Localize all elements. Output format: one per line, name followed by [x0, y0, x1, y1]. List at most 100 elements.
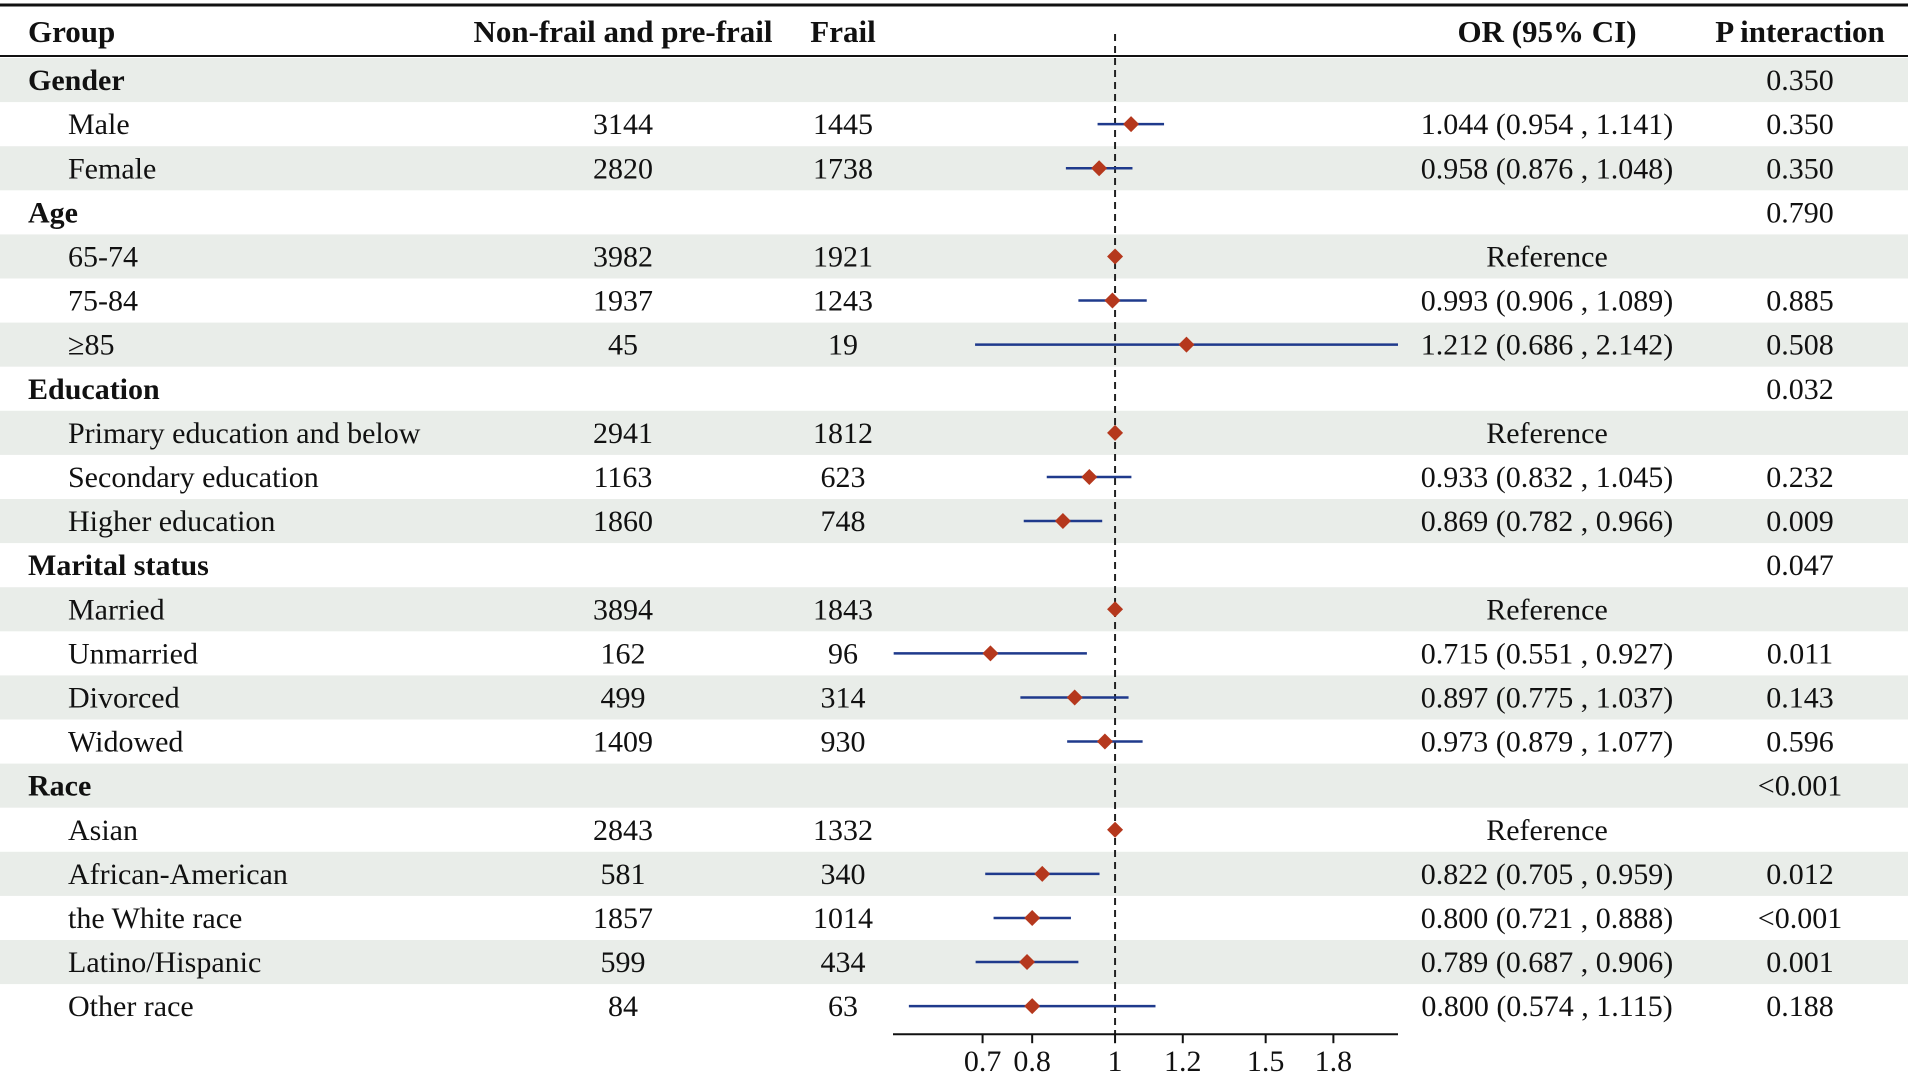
nonfrail-count: 499 — [601, 681, 646, 714]
or-ci-text: 0.958 (0.876 , 1.048) — [1421, 152, 1673, 185]
p-interaction-value: 0.350 — [1766, 108, 1834, 141]
p-interaction-value: 0.885 — [1766, 285, 1834, 318]
or-point — [982, 645, 999, 662]
header-frail: Frail — [810, 14, 876, 49]
x-tick-label: 1.2 — [1164, 1045, 1202, 1078]
frail-count: 96 — [828, 637, 858, 670]
p-interaction-value: 0.047 — [1766, 549, 1834, 582]
p-interaction-value: 0.032 — [1766, 373, 1834, 406]
p-interaction-value: 0.001 — [1766, 946, 1834, 979]
row-band — [0, 410, 1908, 455]
group-label: Marital status — [28, 549, 209, 582]
or-point — [1107, 601, 1124, 618]
p-interaction-value: 0.508 — [1766, 329, 1834, 362]
p-interaction-value: <0.001 — [1758, 902, 1842, 935]
or-ci-text: 0.993 (0.906 , 1.089) — [1421, 285, 1673, 318]
or-ci-text: 0.822 (0.705 , 0.959) — [1421, 858, 1673, 891]
p-interaction-value: 0.012 — [1766, 858, 1834, 891]
subgroup-label: Female — [68, 152, 156, 185]
subgroup-label: Male — [68, 108, 130, 141]
group-label: Education — [28, 373, 160, 406]
subgroup-label: Higher education — [68, 505, 275, 538]
frail-count: 1243 — [813, 285, 873, 318]
subgroup-label: ≥85 — [68, 329, 114, 362]
or-ci-text: 0.897 (0.775 , 1.037) — [1421, 681, 1673, 714]
x-tick-label: 1.8 — [1315, 1045, 1353, 1078]
or-point — [1024, 998, 1041, 1015]
or-ci-text: 0.789 (0.687 , 0.906) — [1421, 946, 1673, 979]
subgroup-label: Latino/Hispanic — [68, 946, 261, 979]
header-or: OR (95% CI) — [1457, 14, 1636, 49]
header-nonfrail: Non-frail and pre-frail — [473, 14, 772, 49]
or-ci-text: 0.869 (0.782 , 0.966) — [1421, 505, 1673, 538]
or-ci-text: 1.044 (0.954 , 1.141) — [1421, 108, 1673, 141]
frail-count: 748 — [821, 505, 866, 538]
nonfrail-count: 1163 — [594, 461, 653, 494]
or-point — [1024, 909, 1041, 926]
or-point — [1107, 821, 1124, 838]
frail-count: 1843 — [813, 593, 873, 626]
x-tick-label: 1.5 — [1247, 1045, 1285, 1078]
subgroup-label: Widowed — [68, 726, 183, 759]
p-interaction-value: 0.009 — [1766, 505, 1834, 538]
or-ci-text: Reference — [1486, 240, 1608, 273]
frail-count: 930 — [821, 726, 866, 759]
row-band — [0, 851, 1908, 896]
x-tick-label: 0.8 — [1013, 1045, 1051, 1078]
nonfrail-count: 2820 — [593, 152, 653, 185]
subgroup-label: Married — [68, 593, 165, 626]
row-band — [0, 58, 1908, 103]
row-band — [0, 146, 1908, 191]
frail-count: 623 — [821, 461, 866, 494]
nonfrail-count: 1857 — [593, 902, 653, 935]
or-point — [1123, 116, 1140, 133]
nonfrail-count: 84 — [608, 990, 638, 1023]
nonfrail-count: 1937 — [593, 285, 653, 318]
frail-count: 63 — [828, 990, 858, 1023]
or-point — [1107, 248, 1124, 265]
or-ci-text: 0.800 (0.721 , 0.888) — [1421, 902, 1673, 935]
or-ci-text: 0.933 (0.832 , 1.045) — [1421, 461, 1673, 494]
p-interaction-value: 0.232 — [1766, 461, 1834, 494]
frail-count: 1014 — [813, 902, 873, 935]
frail-count: 314 — [821, 681, 866, 714]
or-ci-text: Reference — [1486, 417, 1608, 450]
row-band — [0, 234, 1908, 279]
frail-count: 340 — [821, 858, 866, 891]
nonfrail-count: 3982 — [593, 240, 653, 273]
or-point — [1066, 689, 1083, 706]
frail-count: 1921 — [813, 240, 873, 273]
subgroup-label: Asian — [68, 814, 138, 847]
or-point — [1096, 733, 1113, 750]
subgroup-label: 65-74 — [68, 240, 138, 273]
header-p-interaction: P interaction — [1715, 14, 1885, 49]
or-point — [1107, 424, 1124, 441]
p-interaction-value: 0.011 — [1767, 637, 1833, 670]
nonfrail-count: 45 — [608, 329, 638, 362]
p-interaction-value: 0.350 — [1766, 64, 1834, 97]
subgroup-label: Other race — [68, 990, 194, 1023]
or-point — [1091, 160, 1108, 177]
nonfrail-count: 3894 — [593, 593, 653, 626]
p-interaction-value: 0.188 — [1766, 990, 1834, 1023]
nonfrail-count: 3144 — [593, 108, 653, 141]
x-tick-label: 1 — [1108, 1045, 1123, 1078]
or-point — [1081, 468, 1098, 485]
row-band — [0, 763, 1908, 808]
frail-count: 1738 — [813, 152, 873, 185]
or-ci-text: 0.715 (0.551 , 0.927) — [1421, 637, 1673, 670]
or-ci-text: Reference — [1486, 593, 1608, 626]
or-point — [1054, 513, 1071, 530]
nonfrail-count: 2843 — [593, 814, 653, 847]
p-interaction-value: 0.790 — [1766, 196, 1834, 229]
nonfrail-count: 1409 — [593, 726, 653, 759]
p-interaction-value: 0.143 — [1766, 681, 1834, 714]
frail-count: 434 — [821, 946, 866, 979]
nonfrail-count: 581 — [601, 858, 646, 891]
or-point — [1178, 336, 1195, 353]
group-label: Age — [28, 196, 78, 229]
frail-count: 1332 — [813, 814, 873, 847]
nonfrail-count: 162 — [601, 637, 646, 670]
group-label: Gender — [28, 64, 125, 97]
